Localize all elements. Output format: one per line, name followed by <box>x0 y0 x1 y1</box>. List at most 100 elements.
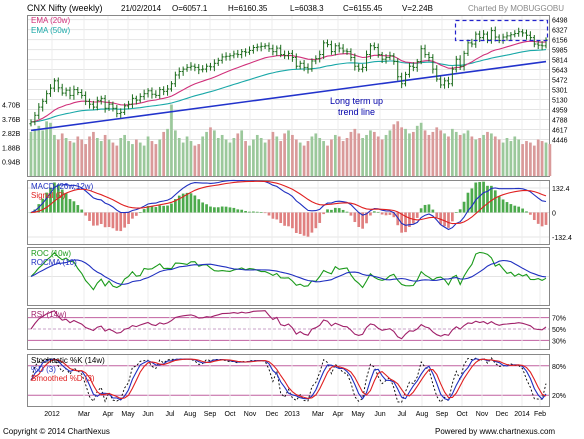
ohlc-bar <box>466 39 470 57</box>
volume-bar <box>53 134 56 176</box>
macd-histogram-bar <box>142 209 146 213</box>
ohlc-bar <box>540 41 544 51</box>
macd-histogram-bar <box>166 205 169 213</box>
volume-bar <box>170 104 173 176</box>
volume-bar <box>490 133 493 176</box>
macd-histogram-bar <box>341 209 345 213</box>
ohlc-bar <box>462 50 466 71</box>
rocma-line <box>30 259 547 285</box>
macd-histogram-bar <box>396 212 400 226</box>
chart-title: CNX Nifty (weekly) <box>27 3 103 13</box>
volume-bar <box>314 133 318 176</box>
price-tick-label: 6327 <box>552 28 568 35</box>
volume-bar <box>123 134 126 176</box>
macd-histogram-bar <box>306 212 310 237</box>
macd-histogram-bar <box>298 212 302 235</box>
volume-bar <box>521 144 524 176</box>
volume-bar <box>384 134 388 176</box>
macd-histogram-bar <box>427 204 431 213</box>
ohlc-bar <box>247 46 252 55</box>
volume-bar <box>142 145 146 176</box>
ohlc-bar <box>87 98 92 109</box>
volume-bar <box>392 124 396 176</box>
ohlc-bar <box>134 95 138 105</box>
legend-stoch-k: Stochastic %K (14w) <box>31 356 105 365</box>
ohlc-bar <box>158 86 162 99</box>
volume-bar <box>540 141 544 176</box>
volume-bar <box>415 125 419 176</box>
volume-bar <box>505 138 509 176</box>
macd-histogram-bar <box>127 212 130 224</box>
macd-histogram-bar <box>404 212 407 233</box>
macd-histogram-bar <box>84 212 87 216</box>
volume-tick-label: 1.88B <box>2 145 21 152</box>
volume-bar <box>154 144 158 176</box>
macd-histogram-bar <box>529 212 532 215</box>
macd-histogram-bar <box>131 212 134 219</box>
macd-histogram-bar <box>482 181 485 213</box>
ohlc-bar <box>306 63 310 74</box>
legend-ema20: EMA (20w) <box>31 16 70 25</box>
legend-rocma: ROCMA (10) <box>31 258 77 267</box>
rsi-tick-label: 50% <box>552 327 566 334</box>
volume-bar <box>252 139 255 176</box>
volume-bar <box>478 138 482 176</box>
volume-bar <box>408 133 411 176</box>
ohlc-bar <box>208 62 213 71</box>
ohlc-bar <box>419 45 423 65</box>
volume-bar <box>357 133 361 176</box>
volume-bar <box>228 142 232 176</box>
volume-bar <box>291 134 294 176</box>
volume-bar <box>197 144 201 176</box>
macd-histogram-bar <box>158 205 162 213</box>
ohlc-bar <box>361 64 365 73</box>
volume-bar <box>497 139 501 176</box>
macd-histogram-bar <box>521 208 524 213</box>
macd-histogram-bar <box>197 199 201 213</box>
ohlc-bar <box>423 44 427 58</box>
macd-tick-label: 132.4 <box>552 186 570 193</box>
ohlc-bar <box>60 83 64 96</box>
macd-histogram-bar <box>318 212 322 223</box>
volume-bar <box>287 130 290 176</box>
macd-histogram-bar <box>76 205 80 213</box>
rsi-tick-label: 70% <box>552 316 566 323</box>
ohlc-bar <box>400 72 404 89</box>
x-tick-label: Nov <box>476 411 489 418</box>
macd-histogram-bar <box>361 212 364 229</box>
ohlc-bar <box>536 40 540 49</box>
ohlc-bar <box>439 76 443 89</box>
roc-line <box>30 251 547 291</box>
legend-rsi: RSI (14w) <box>31 310 67 319</box>
volume-bar <box>275 136 279 176</box>
x-tick-label: Jun <box>142 411 153 418</box>
x-tick-label: Sep <box>436 411 449 418</box>
ohlc-bar <box>259 42 263 52</box>
macd-histogram-bar <box>490 185 493 213</box>
x-tick-label: Aug <box>184 411 197 418</box>
volume-bar <box>536 139 540 176</box>
trend-line <box>30 60 547 132</box>
volume-bar <box>509 141 513 176</box>
macd-histogram-bar <box>435 212 439 218</box>
macd-histogram-bar <box>380 212 384 215</box>
ohlc-bar <box>368 43 373 59</box>
x-tick-label: Oct <box>225 411 236 418</box>
ohlc-bar <box>154 90 158 99</box>
macd-histogram-bar <box>53 182 56 213</box>
macd-histogram-bar <box>259 212 263 213</box>
macd-histogram-bar <box>411 212 415 224</box>
volume-bar <box>263 142 267 176</box>
low-value: L=6038.3 <box>290 4 324 13</box>
macd-histogram-bar <box>80 209 84 213</box>
ohlc-bar <box>150 87 154 99</box>
ohlc-bar <box>115 104 119 118</box>
ohlc-bar <box>33 111 37 126</box>
ohlc-bar <box>357 63 361 72</box>
macd-histogram-bar <box>532 212 536 221</box>
macd-histogram-bar <box>37 204 41 213</box>
ohlc-bar <box>349 48 353 62</box>
ohlc-bar <box>99 95 103 105</box>
volume-bar <box>548 144 552 176</box>
